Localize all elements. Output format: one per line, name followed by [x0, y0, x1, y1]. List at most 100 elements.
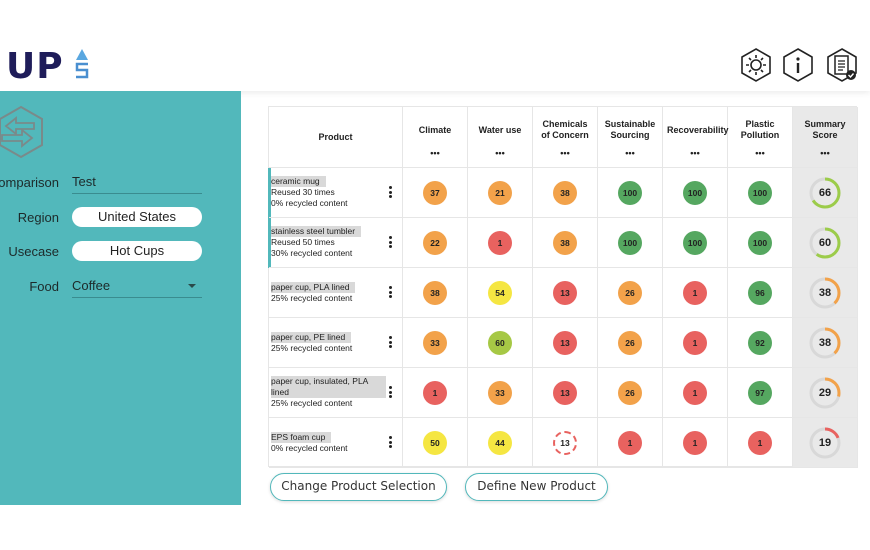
score-cell: 96 [728, 268, 793, 318]
column-menu-icon[interactable]: ••• [690, 148, 700, 158]
clipboard-check-icon[interactable] [826, 48, 858, 82]
product-detail: 30% recycled content [271, 248, 353, 258]
score-badge[interactable]: 22 [423, 230, 447, 255]
score-badge[interactable]: 38 [553, 180, 577, 205]
product-name: paper cup, insulated, PLA lined [271, 376, 386, 398]
score-badge[interactable]: 13 [553, 380, 577, 405]
score-badge[interactable]: 33 [423, 330, 447, 355]
column-menu-icon[interactable]: ••• [495, 148, 505, 158]
selected-indicator [268, 168, 271, 218]
score-badge[interactable]: 38 [423, 280, 447, 305]
product-info: EPS foam cup 0% recycled content [271, 432, 386, 454]
food-select[interactable]: Coffee [72, 278, 202, 298]
product-detail: Reused 50 times [271, 237, 335, 247]
score-badge[interactable]: 13 [553, 280, 577, 305]
score-badge[interactable]: 1 [683, 430, 707, 455]
column-menu-icon[interactable]: ••• [625, 148, 635, 158]
column-header: Summary Score ••• [793, 107, 858, 168]
score-badge[interactable]: 92 [748, 330, 772, 355]
score-badge[interactable]: 1 [423, 380, 447, 405]
score-badge[interactable]: 13 [553, 430, 577, 455]
score-badge[interactable]: 97 [748, 380, 772, 405]
score-badge[interactable]: 37 [423, 180, 447, 205]
summary-score-ring: 66 [808, 176, 842, 210]
score-badge[interactable]: 26 [618, 380, 642, 405]
column-menu-icon[interactable]: ••• [820, 148, 830, 158]
score-badge[interactable]: 1 [683, 330, 707, 355]
score-badge[interactable]: 1 [618, 430, 642, 455]
score-badge[interactable]: 13 [553, 330, 577, 355]
score-badge[interactable]: 33 [488, 380, 512, 405]
score-badge[interactable]: 100 [618, 230, 642, 255]
score-badge[interactable]: 100 [748, 230, 772, 255]
score-badge[interactable]: 50 [423, 430, 447, 455]
comparison-input[interactable]: Test [72, 174, 202, 194]
score-cell: 1 [728, 418, 793, 468]
score-badge[interactable]: 1 [683, 280, 707, 305]
product-info: ceramic mug Reused 30 times 0% recycled co… [271, 176, 386, 209]
row-menu-icon[interactable] [389, 386, 392, 400]
score-badge[interactable]: 21 [488, 180, 512, 205]
row-menu-icon[interactable] [389, 236, 392, 250]
score-badge[interactable]: 100 [618, 180, 642, 205]
score-cell: 38 [533, 218, 598, 268]
score-cell: 100 [598, 218, 663, 268]
selected-indicator [268, 218, 271, 268]
usecase-label: Usecase [8, 244, 59, 259]
score-badge[interactable]: 26 [618, 280, 642, 305]
region-select[interactable]: United States [72, 207, 202, 227]
score-badge[interactable]: 1 [748, 430, 772, 455]
score-badge[interactable]: 100 [683, 230, 707, 255]
product-info: stainless steel tumbler Reused 50 times 30… [271, 226, 386, 259]
score-cell: 1 [663, 418, 728, 468]
usecase-select[interactable]: Hot Cups [72, 241, 202, 261]
summary-cell: 38 [793, 318, 858, 368]
score-cell: 100 [728, 168, 793, 218]
column-menu-icon[interactable]: ••• [430, 148, 440, 158]
score-badge[interactable]: 44 [488, 430, 512, 455]
score-badge[interactable]: 96 [748, 280, 772, 305]
product-name: stainless steel tumbler [271, 226, 362, 237]
score-badge[interactable]: 100 [683, 180, 707, 205]
product-name: ceramic mug [271, 176, 326, 187]
score-badge[interactable]: 60 [488, 330, 512, 355]
score-badge[interactable]: 38 [553, 230, 577, 255]
product-name: paper cup, PLA lined [271, 282, 356, 293]
header: UP [0, 0, 870, 91]
info-icon[interactable] [782, 48, 814, 82]
summary-score-ring: 38 [808, 276, 842, 310]
column-menu-icon[interactable]: ••• [560, 148, 570, 158]
row-menu-icon[interactable] [389, 286, 392, 300]
score-badge[interactable]: 26 [618, 330, 642, 355]
score-cell: 1 [663, 318, 728, 368]
define-new-product-button[interactable]: Define New Product [465, 473, 608, 501]
product-info: paper cup, PLA lined 25% recycled content [271, 282, 386, 304]
column-header: Climate ••• [403, 107, 468, 168]
row-menu-icon[interactable] [389, 186, 392, 200]
logo: UP [6, 46, 64, 87]
score-cell: 54 [468, 268, 533, 318]
comparison-label: Comparison [0, 175, 59, 190]
comparison-table: Product Climate ••• Water use ••• Chemicals o… [268, 106, 858, 468]
row-menu-icon[interactable] [389, 336, 392, 350]
score-badge[interactable]: 1 [683, 380, 707, 405]
column-header: Water use ••• [468, 107, 533, 168]
column-header: Chemicals of Concern ••• [533, 107, 598, 168]
score-cell: 92 [728, 318, 793, 368]
score-cell: 13 [533, 368, 598, 418]
score-badge[interactable]: 100 [748, 180, 772, 205]
score-cell: 33 [403, 318, 468, 368]
row-menu-icon[interactable] [389, 436, 392, 450]
score-cell: 1 [468, 218, 533, 268]
column-header-label: Summary Score [804, 119, 846, 140]
score-cell: 13 [533, 268, 598, 318]
settings-icon[interactable] [740, 48, 772, 82]
score-cell: 1 [663, 268, 728, 318]
food-label: Food [29, 279, 59, 294]
column-menu-icon[interactable]: ••• [755, 148, 765, 158]
score-badge[interactable]: 54 [488, 280, 512, 305]
score-cell: 1 [663, 368, 728, 418]
score-badge[interactable]: 1 [488, 230, 512, 255]
change-product-selection-button[interactable]: Change Product Selection [270, 473, 447, 501]
product-detail: Reused 30 times [271, 187, 335, 197]
